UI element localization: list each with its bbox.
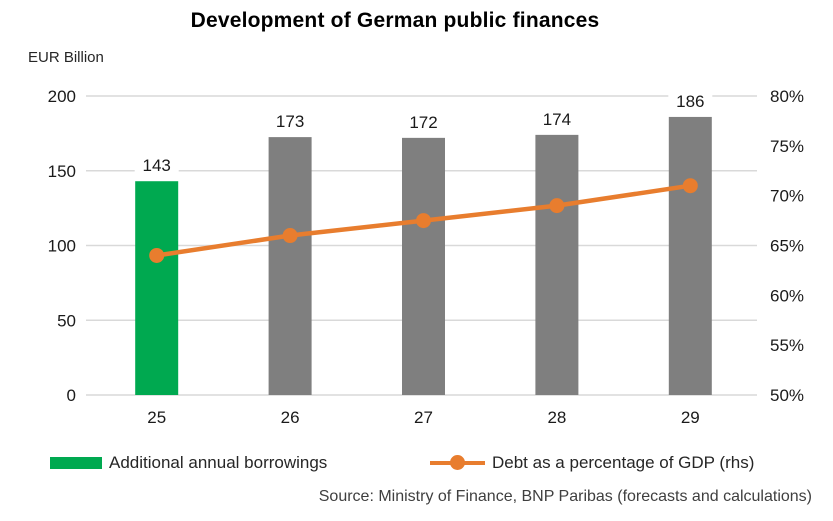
bar-28 [535, 134, 579, 395]
right-axis-tick-label: 50% [770, 386, 804, 405]
bar-value-label: 174 [543, 110, 571, 129]
right-axis-tick-label: 75% [770, 137, 804, 156]
left-axis-tick-label: 150 [48, 162, 76, 181]
right-axis-tick-label: 80% [770, 87, 804, 106]
x-axis-tick-label: 27 [414, 408, 433, 427]
line-marker-28 [549, 198, 565, 214]
x-axis-tick-label: 28 [547, 408, 566, 427]
right-axis-tick-label: 55% [770, 336, 804, 355]
left-axis-tick-label: 100 [48, 237, 76, 256]
legend-bar-label: Additional annual borrowings [109, 453, 328, 472]
bar-value-label: 186 [676, 92, 704, 111]
line-marker-26 [282, 228, 298, 244]
bar-27 [402, 137, 445, 396]
legend-bar-swatch [50, 457, 102, 469]
left-axis-tick-label: 0 [67, 386, 76, 405]
legend-item-bars: Additional annual borrowings [50, 453, 328, 472]
line-marker-25 [149, 247, 165, 263]
x-axis-tick-label: 25 [147, 408, 166, 427]
x-axis-tick-label: 29 [681, 408, 700, 427]
right-axis-tick-label: 70% [770, 187, 804, 206]
legend-line-label: Debt as a percentage of GDP (rhs) [492, 453, 755, 472]
bar-29 [668, 116, 712, 396]
left-axis-tick-label: 50 [57, 311, 76, 330]
bar-value-label: 172 [409, 113, 437, 132]
bar-value-label: 143 [143, 156, 171, 175]
source-note: Source: Ministry of Finance, BNP Paribas… [318, 488, 812, 505]
bar-label-backing [668, 89, 713, 111]
bar-25 [135, 181, 179, 395]
legend-item-line: Debt as a percentage of GDP (rhs) [430, 453, 755, 472]
right-axis-tick-label: 60% [770, 286, 804, 305]
bar-label-backing [134, 154, 179, 176]
left-axis-unit-label: EUR Billion [28, 49, 104, 66]
bar-26 [268, 137, 312, 396]
bar-label-backing [534, 107, 579, 129]
line-marker-29 [682, 178, 698, 194]
bar-value-label: 173 [276, 112, 304, 131]
bar-label-backing [401, 110, 446, 132]
right-axis-tick-label: 65% [770, 237, 804, 256]
chart-title: Development of German public finances [190, 9, 600, 32]
bar-label-backing [268, 110, 313, 132]
line-marker-27 [416, 213, 431, 229]
left-axis-tick-label: 200 [48, 87, 76, 106]
x-axis-tick-label: 26 [281, 408, 300, 427]
legend-line-marker-icon [430, 455, 485, 471]
